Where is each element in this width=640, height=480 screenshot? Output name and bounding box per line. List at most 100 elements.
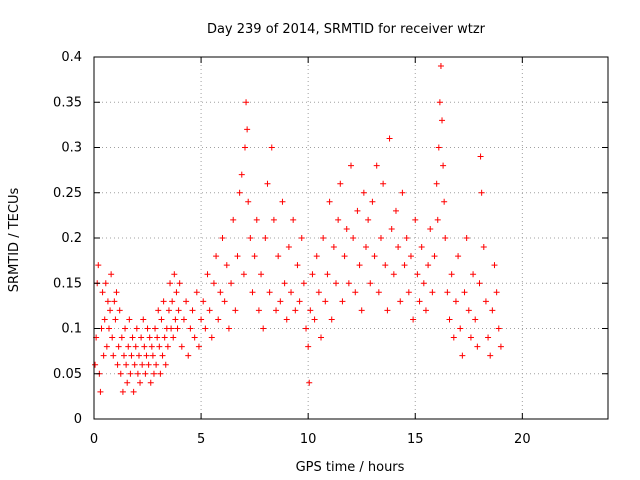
data-point-marker bbox=[219, 235, 226, 241]
data-point-marker bbox=[283, 316, 290, 323]
data-point-marker bbox=[243, 99, 250, 106]
data-point-marker bbox=[470, 271, 477, 278]
data-point-marker bbox=[124, 379, 131, 386]
data-point-marker bbox=[236, 189, 243, 196]
data-point-marker bbox=[145, 361, 152, 368]
data-point-marker bbox=[457, 325, 464, 332]
data-point-marker bbox=[92, 361, 99, 368]
data-point-marker bbox=[185, 352, 192, 359]
data-point-marker bbox=[298, 235, 305, 241]
data-point-marker bbox=[356, 262, 363, 269]
data-point-marker bbox=[452, 298, 459, 305]
data-point-marker bbox=[208, 334, 215, 341]
data-point-marker bbox=[311, 316, 318, 323]
data-point-marker bbox=[266, 289, 273, 296]
data-point-marker bbox=[333, 280, 340, 287]
data-point-marker bbox=[104, 298, 111, 305]
data-point-marker bbox=[350, 235, 357, 241]
data-point-marker bbox=[102, 280, 109, 287]
data-point-marker bbox=[405, 289, 412, 296]
data-point-marker bbox=[441, 198, 448, 205]
data-point-marker bbox=[260, 325, 267, 332]
data-point-marker bbox=[176, 280, 183, 287]
data-point-marker bbox=[139, 361, 146, 368]
data-point-marker bbox=[137, 379, 144, 386]
data-point-marker bbox=[155, 307, 162, 314]
data-point-marker bbox=[173, 289, 180, 296]
data-point-marker bbox=[183, 298, 190, 305]
data-point-marker bbox=[420, 280, 427, 287]
data-point-marker bbox=[168, 325, 175, 332]
data-point-marker bbox=[143, 352, 150, 359]
data-point-marker bbox=[489, 307, 496, 314]
data-point-marker bbox=[487, 352, 494, 359]
data-point-marker bbox=[305, 343, 312, 350]
data-point-marker bbox=[290, 216, 297, 223]
data-point-marker bbox=[99, 289, 106, 296]
data-point-marker bbox=[187, 325, 194, 332]
data-point-marker bbox=[285, 244, 292, 251]
data-point-marker bbox=[440, 162, 447, 169]
data-point-marker bbox=[110, 352, 117, 359]
data-point-marker bbox=[401, 262, 408, 269]
data-point-marker bbox=[167, 280, 174, 287]
data-point-marker bbox=[174, 325, 181, 332]
data-point-marker bbox=[307, 307, 314, 314]
data-point-marker bbox=[495, 325, 502, 332]
data-point-marker bbox=[247, 235, 254, 241]
data-point-marker bbox=[126, 316, 133, 323]
data-point-marker bbox=[162, 361, 169, 368]
data-point-marker bbox=[245, 198, 252, 205]
data-point-marker bbox=[335, 216, 342, 223]
chart-title: Day 239 of 2014, SRMTID for receiver wtz… bbox=[207, 22, 486, 37]
data-point-marker bbox=[131, 361, 138, 368]
x-tick-label: 20 bbox=[514, 432, 531, 447]
data-point-marker bbox=[140, 316, 147, 323]
data-point-marker bbox=[107, 307, 114, 314]
data-point-marker bbox=[480, 244, 487, 251]
data-point-marker bbox=[412, 216, 419, 223]
data-point-marker bbox=[328, 316, 335, 323]
y-tick-label: 0.1 bbox=[61, 322, 82, 337]
x-tick-label: 5 bbox=[197, 432, 205, 447]
data-point-marker bbox=[111, 298, 118, 305]
data-point-marker bbox=[485, 334, 492, 341]
y-tick-label: 0 bbox=[74, 412, 82, 427]
data-point-marker bbox=[384, 307, 391, 314]
data-point-marker bbox=[343, 225, 350, 232]
data-point-marker bbox=[134, 370, 141, 377]
data-point-marker bbox=[255, 307, 262, 314]
data-point-marker bbox=[119, 388, 126, 395]
data-point-marker bbox=[362, 244, 369, 251]
x-tick-label: 0 bbox=[90, 432, 98, 447]
data-point-marker bbox=[251, 253, 258, 260]
data-point-marker bbox=[202, 325, 209, 332]
y-tick-label: 0.2 bbox=[61, 231, 82, 246]
data-point-marker bbox=[146, 334, 153, 341]
data-point-marker bbox=[240, 271, 247, 278]
data-point-marker bbox=[313, 253, 320, 260]
data-point-marker bbox=[273, 307, 280, 314]
data-point-marker bbox=[262, 235, 269, 241]
data-point-marker bbox=[132, 343, 139, 350]
data-point-marker bbox=[416, 298, 423, 305]
data-point-marker bbox=[135, 352, 142, 359]
data-point-marker bbox=[157, 370, 164, 377]
data-point-marker bbox=[118, 334, 125, 341]
data-point-marker bbox=[206, 307, 213, 314]
data-point-marker bbox=[345, 280, 352, 287]
data-point-marker bbox=[217, 289, 224, 296]
data-point-marker bbox=[128, 352, 135, 359]
data-point-marker bbox=[348, 162, 354, 169]
data-point-marker bbox=[169, 298, 176, 305]
data-point-marker bbox=[478, 189, 485, 196]
data-point-marker bbox=[238, 171, 245, 178]
x-tick-label: 15 bbox=[407, 432, 424, 447]
data-point-marker bbox=[354, 207, 361, 214]
data-point-marker bbox=[156, 343, 163, 350]
data-point-marker bbox=[112, 316, 119, 323]
data-point-marker bbox=[95, 262, 102, 269]
y-tick-label: 0.35 bbox=[53, 95, 82, 110]
data-point-marker bbox=[258, 271, 265, 278]
